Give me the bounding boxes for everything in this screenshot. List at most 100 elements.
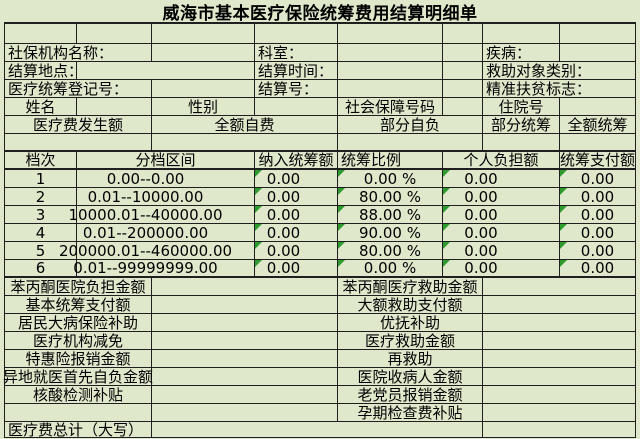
- tier-range-cell[interactable]: 200000.01--460000.00: [59, 242, 255, 260]
- pooled-amount-cell[interactable]: 0.00: [560, 170, 635, 188]
- nucleic-test-subsidy-value[interactable]: [152, 386, 338, 404]
- tier-range-cell[interactable]: 0.01--10000.00: [77, 188, 255, 206]
- pku-hospital-burden-label: 苯丙酮医院负担金额: [5, 278, 152, 296]
- partial-self-pay-value[interactable]: [338, 134, 483, 152]
- pooled-amount-cell[interactable]: 0.00: [560, 260, 635, 278]
- ratio-cell[interactable]: 90.00 %: [338, 224, 443, 242]
- name-value[interactable]: [77, 98, 152, 116]
- full-pool-value[interactable]: [560, 134, 635, 152]
- personal-amount-cell[interactable]: 0.00: [443, 188, 560, 206]
- total-fee-value[interactable]: [152, 422, 483, 438]
- page-title: 威海市基本医疗保险统筹费用结算明细单: [162, 3, 478, 24]
- empty-cell[interactable]: [443, 44, 483, 62]
- disease-value[interactable]: [560, 44, 635, 62]
- empty-cell[interactable]: [443, 62, 483, 80]
- pooled-amount-text: 0.00: [580, 241, 615, 260]
- empty-cell[interactable]: [77, 24, 152, 44]
- empty-cell[interactable]: [443, 80, 483, 98]
- re-aid-value[interactable]: [483, 350, 635, 368]
- pooled-amount-cell[interactable]: 0.00: [560, 188, 635, 206]
- error-triangle-icon: [560, 224, 567, 231]
- ratio-cell[interactable]: 0.00 %: [338, 260, 443, 278]
- empty-value-cell[interactable]: [152, 404, 338, 422]
- special-insurance-value[interactable]: [152, 350, 338, 368]
- pregnancy-check-subsidy-value[interactable]: [483, 404, 635, 422]
- pku-medical-aid-value[interactable]: [483, 278, 635, 296]
- hospital-no-label: 住院号: [483, 98, 560, 116]
- tier-row-1: 1 0.00--0.00 0.00 0.00 % 0.00 0.00: [5, 170, 635, 188]
- empty-cell[interactable]: [483, 24, 560, 44]
- personal-amount-cell[interactable]: 0.00: [443, 224, 560, 242]
- gender-value[interactable]: [255, 98, 338, 116]
- tier-row-3: 3 10000.01--40000.00 0.00 88.00 % 0.00 0…: [5, 206, 635, 224]
- empty-cell[interactable]: [560, 24, 635, 44]
- ratio-cell[interactable]: 88.00 %: [338, 206, 443, 224]
- settle-place-value[interactable]: [77, 62, 255, 80]
- ssn-value[interactable]: [443, 98, 483, 116]
- included-amount-cell[interactable]: 0.00: [255, 242, 338, 260]
- empty-cell[interactable]: [255, 24, 338, 44]
- tier-range-cell[interactable]: 0.00--0.00: [77, 170, 255, 188]
- old-party-member-value[interactable]: [483, 386, 635, 404]
- summary-row-3: 居民大病保险补助 优抚补助: [5, 314, 635, 332]
- settle-no-value[interactable]: [338, 80, 443, 98]
- resident-illness-subsidy-label: 居民大病保险补助: [5, 314, 152, 332]
- error-triangle-icon: [338, 188, 345, 195]
- tier-row-6: 6 0.01--99999999.00 0.00 0.00 % 0.00 0.0…: [5, 260, 635, 278]
- large-aid-pay-value[interactable]: [483, 296, 635, 314]
- medical-aid-amount-value[interactable]: [483, 332, 635, 350]
- pooled-amount-text: 0.00: [580, 259, 615, 277]
- included-amount-cell[interactable]: 0.00: [255, 260, 338, 278]
- empty-label-cell[interactable]: [5, 404, 152, 422]
- resident-illness-subsidy-value[interactable]: [152, 314, 338, 332]
- personal-amount-cell[interactable]: 0.00: [443, 170, 560, 188]
- partial-pool-label: 部分统筹: [483, 116, 560, 134]
- tier-number: 3: [5, 206, 77, 224]
- total-fee-label: 医疗费总计（大写）: [5, 422, 152, 438]
- pooled-amount-cell[interactable]: 0.00: [560, 206, 635, 224]
- included-amount-cell[interactable]: 0.00: [255, 188, 338, 206]
- info-row-2: 结算地点： 结算时间： 救助对象类别：: [5, 62, 635, 80]
- ratio-text: 0.00 %: [363, 169, 417, 188]
- org-name-value[interactable]: [152, 44, 255, 62]
- error-triangle-icon: [338, 224, 345, 231]
- preferential-subsidy-value[interactable]: [483, 314, 635, 332]
- personal-amount-cell[interactable]: 0.00: [443, 242, 560, 260]
- tier-range-cell[interactable]: 0.01--99999999.00: [73, 260, 255, 278]
- fee-amount-value[interactable]: [5, 134, 152, 152]
- personal-amount-cell[interactable]: 0.00: [443, 260, 560, 278]
- pool-reg-no-value[interactable]: [152, 80, 255, 98]
- settlement-table: 社保机构名称： 科室： 疾病： 结算地点： 结算时间： 救助对象类别： 医疗统筹…: [3, 22, 636, 438]
- tier-range-cell[interactable]: 0.01--200000.00: [77, 224, 255, 242]
- error-triangle-icon: [255, 224, 262, 231]
- included-amount-cell[interactable]: 0.00: [255, 170, 338, 188]
- settle-time-value[interactable]: [338, 62, 443, 80]
- included-amount-cell[interactable]: 0.00: [255, 206, 338, 224]
- tier-range-cell[interactable]: 10000.01--40000.00: [69, 206, 255, 224]
- hospital-charge-value[interactable]: [483, 368, 635, 386]
- personal-amount-cell[interactable]: 0.00: [443, 206, 560, 224]
- summary-row-4: 医疗机构减免 医疗救助金额: [5, 332, 635, 350]
- pooled-amount-cell[interactable]: 0.00: [560, 242, 635, 260]
- institution-reduction-value[interactable]: [152, 332, 338, 350]
- ratio-text: 80.00 %: [359, 187, 421, 206]
- empty-cell[interactable]: [5, 24, 77, 44]
- ratio-cell[interactable]: 80.00 %: [338, 242, 443, 260]
- empty-cell[interactable]: [152, 24, 255, 44]
- ratio-cell[interactable]: 80.00 %: [338, 188, 443, 206]
- pooled-amount-cell[interactable]: 0.00: [560, 224, 635, 242]
- hospital-no-value[interactable]: [560, 98, 635, 116]
- remote-first-self-pay-value[interactable]: [152, 368, 338, 386]
- pku-hospital-burden-value[interactable]: [152, 278, 338, 296]
- included-amount-cell[interactable]: 0.00: [255, 224, 338, 242]
- empty-cell[interactable]: [338, 24, 443, 44]
- total-fee-extra-cell[interactable]: [483, 422, 635, 438]
- full-self-pay-value[interactable]: [152, 134, 338, 152]
- pool-reg-no-label: 医疗统筹登记号：: [5, 80, 152, 98]
- partial-pool-value[interactable]: [483, 134, 560, 152]
- error-triangle-icon: [560, 242, 567, 249]
- empty-cell[interactable]: [443, 24, 483, 44]
- dept-value[interactable]: [338, 44, 443, 62]
- ratio-cell[interactable]: 0.00 %: [338, 170, 443, 188]
- basic-pool-pay-value[interactable]: [152, 296, 338, 314]
